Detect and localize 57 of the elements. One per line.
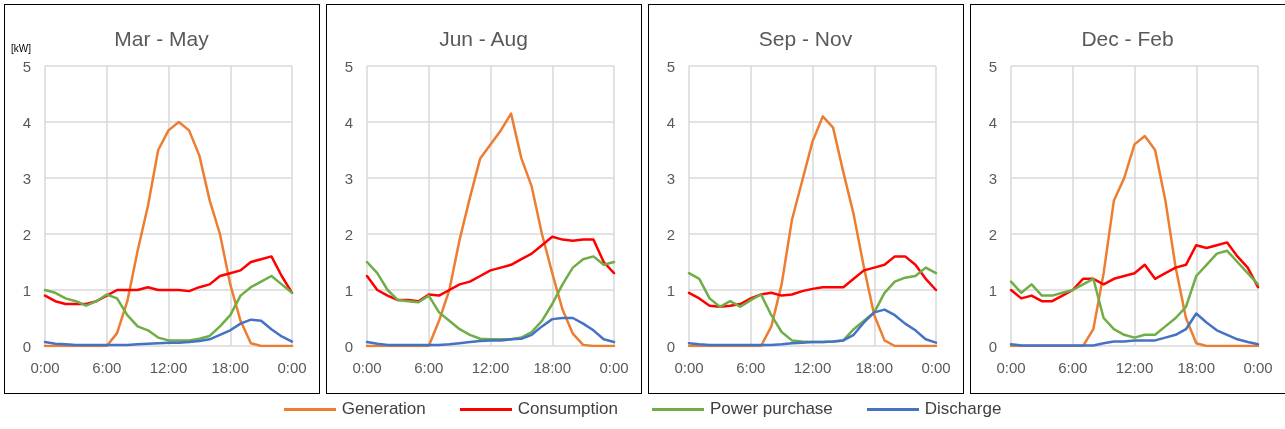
x-tick-label: 12:00 [149, 359, 188, 376]
y-tick-label: 5 [988, 57, 997, 75]
x-tick-label: 0:00 [921, 359, 951, 376]
x-tick-label: 6:00 [92, 359, 122, 376]
x-tick-label: 6:00 [1058, 359, 1088, 376]
y-tick-label: 0 [666, 337, 675, 355]
y-tick-label: 4 [666, 113, 675, 131]
x-tick-label: 18:00 [533, 359, 572, 376]
y-tick-label: 2 [666, 225, 675, 243]
x-tick-label: 0:00 [996, 359, 1026, 376]
y-tick-label: 2 [344, 225, 353, 243]
x-tick-label: 12:00 [471, 359, 510, 376]
x-tick-label: 6:00 [736, 359, 766, 376]
chart-title: Dec - Feb [1081, 27, 1174, 50]
chart-title: Sep - Nov [758, 27, 853, 50]
x-tick-label: 0:00 [674, 359, 704, 376]
legend-label: Generation [341, 399, 426, 419]
legend-label: Discharge [924, 399, 1002, 419]
y-tick-label: 5 [666, 57, 675, 75]
y-tick-label: 5 [344, 57, 353, 75]
legend-label: Consumption [517, 399, 618, 419]
y-tick-label: 1 [22, 281, 31, 299]
y-tick-label: 0 [22, 337, 31, 355]
x-tick-label: 0:00 [1243, 359, 1273, 376]
y-tick-label: 4 [22, 113, 31, 131]
chart-title: Mar - May [114, 27, 210, 50]
x-tick-label: 0:00 [352, 359, 382, 376]
y-tick-label: 1 [988, 281, 997, 299]
y-tick-label: 2 [988, 225, 997, 243]
line-series [1009, 249, 1260, 339]
x-tick-label: 0:00 [30, 359, 60, 376]
legend-label: Power purchase [709, 399, 833, 419]
y-tick-label: 1 [666, 281, 675, 299]
y-tick-label: 0 [988, 337, 997, 355]
y-tick-label: 0 [344, 337, 353, 355]
y-tick-label: 3 [666, 169, 675, 187]
x-tick-label: 18:00 [1177, 359, 1216, 376]
y-tick-label: 1 [344, 281, 353, 299]
y-axis-title: [kW] [11, 42, 32, 54]
x-tick-label: 12:00 [793, 359, 832, 376]
y-tick-label: 4 [344, 113, 353, 131]
line-series [687, 255, 938, 309]
y-tick-label: 3 [22, 169, 31, 187]
line-series [43, 274, 294, 342]
y-tick-label: 2 [22, 225, 31, 243]
x-tick-label: 12:00 [1115, 359, 1154, 376]
y-tick-label: 3 [344, 169, 353, 187]
x-tick-label: 0:00 [277, 359, 307, 376]
x-tick-label: 18:00 [855, 359, 894, 376]
y-tick-label: 3 [988, 169, 997, 187]
y-tick-label: 4 [988, 113, 997, 131]
line-series [1009, 241, 1260, 303]
x-tick-label: 18:00 [211, 359, 250, 376]
chart-title: Jun - Aug [439, 27, 528, 50]
x-tick-label: 6:00 [414, 359, 444, 376]
x-tick-label: 0:00 [599, 359, 629, 376]
y-tick-label: 5 [22, 57, 31, 75]
